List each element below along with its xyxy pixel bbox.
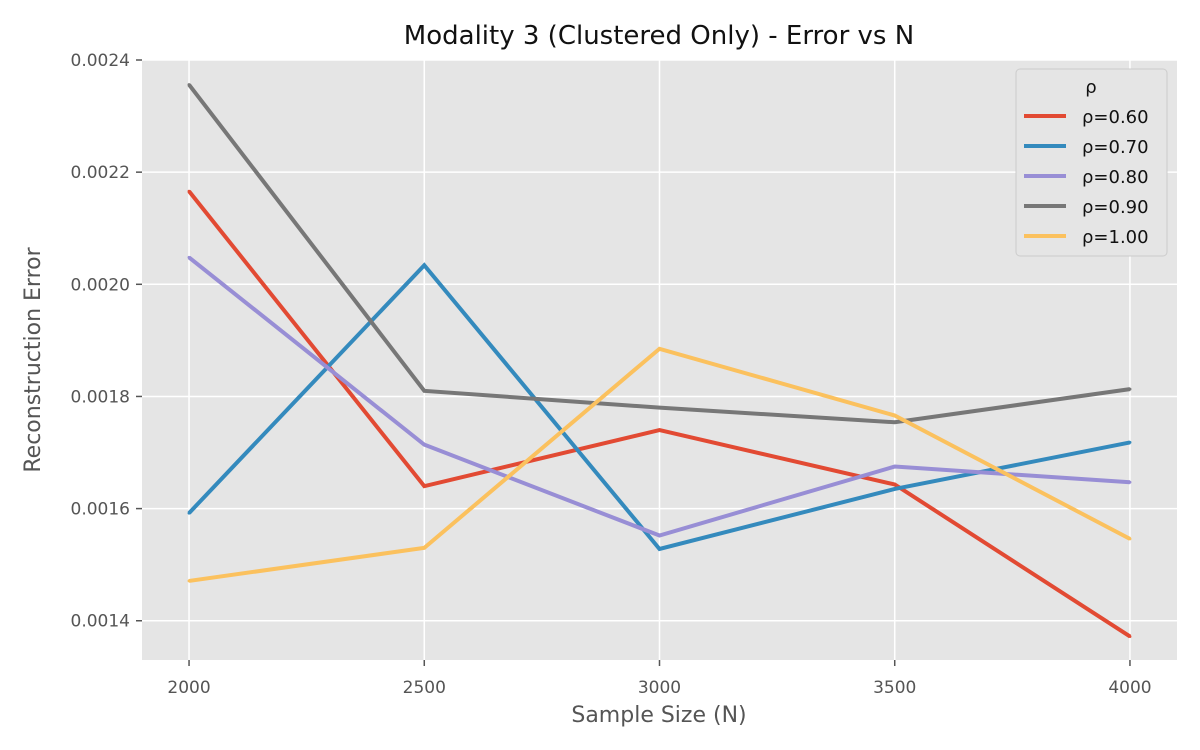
x-tick-label: 2500 bbox=[403, 678, 446, 698]
data-point--0-80-1 bbox=[422, 443, 426, 447]
x-axis-label: Sample Size (N) bbox=[571, 703, 746, 728]
data-point--0-60-2 bbox=[658, 428, 661, 432]
data-point--0-80-3 bbox=[893, 465, 897, 469]
chart-title: Modality 3 (Clustered Only) - Error vs N bbox=[404, 21, 914, 51]
y-tick-label: 0.0024 bbox=[71, 51, 130, 71]
data-point--0-60-0 bbox=[187, 189, 191, 193]
data-point--1-00-3 bbox=[893, 414, 897, 418]
y-tick-label: 0.0016 bbox=[71, 500, 130, 520]
data-point--0-70-0 bbox=[187, 511, 191, 515]
data-point--1-00-0 bbox=[187, 579, 191, 583]
legend-label-rho-0-70: ρ=0.70 bbox=[1082, 137, 1149, 158]
data-point--0-90-2 bbox=[658, 406, 661, 410]
y-tick-label: 0.0018 bbox=[71, 387, 130, 407]
y-tick-label: 0.0020 bbox=[71, 275, 130, 295]
legend-title: ρ bbox=[1085, 77, 1096, 98]
y-tick-label: 0.0022 bbox=[71, 163, 130, 183]
data-point--0-60-4 bbox=[1128, 634, 1132, 638]
data-point--1-00-4 bbox=[1128, 537, 1132, 541]
data-point--0-70-1 bbox=[422, 263, 426, 267]
axis-ticks: 2000 2500 3000 3500 4000 0.0014 0.0016 0.0018 0.… bbox=[71, 51, 1152, 698]
grid-lines bbox=[142, 59, 1177, 660]
data-point--1-00-1 bbox=[422, 546, 426, 550]
data-point--0-90-1 bbox=[422, 389, 426, 393]
x-tick-label: 2000 bbox=[167, 678, 210, 698]
data-point--1-00-2 bbox=[658, 347, 661, 351]
data-point--0-60-1 bbox=[422, 484, 426, 488]
data-point--0-60-3 bbox=[893, 482, 897, 486]
legend-label-rho-0-60: ρ=0.60 bbox=[1082, 107, 1149, 128]
series-lines bbox=[187, 83, 1132, 639]
y-tick-label: 0.0014 bbox=[71, 612, 130, 632]
legend-label-rho-1-00: ρ=1.00 bbox=[1082, 227, 1149, 248]
legend-label-rho-0-90: ρ=0.90 bbox=[1082, 197, 1149, 218]
data-point--0-90-3 bbox=[893, 420, 897, 424]
data-point--0-90-0 bbox=[187, 83, 191, 87]
data-point--0-80-0 bbox=[187, 255, 191, 259]
x-tick-label: 4000 bbox=[1108, 678, 1151, 698]
data-point--0-80-2 bbox=[658, 534, 661, 538]
x-tick-label: 3000 bbox=[638, 678, 681, 698]
data-point--0-70-3 bbox=[893, 487, 897, 491]
legend-label-rho-0-80: ρ=0.80 bbox=[1082, 167, 1149, 188]
legend: ρ ρ=0.60 ρ=0.70 ρ=0.80 ρ=0.90 ρ=1.00 bbox=[1015, 68, 1168, 257]
data-point--0-70-4 bbox=[1128, 440, 1132, 444]
y-axis-label: Reconstruction Error bbox=[21, 246, 46, 472]
data-point--0-90-4 bbox=[1128, 387, 1132, 391]
data-point--0-80-4 bbox=[1128, 480, 1132, 484]
data-point--0-70-2 bbox=[658, 547, 661, 551]
x-tick-label: 3500 bbox=[873, 678, 916, 698]
